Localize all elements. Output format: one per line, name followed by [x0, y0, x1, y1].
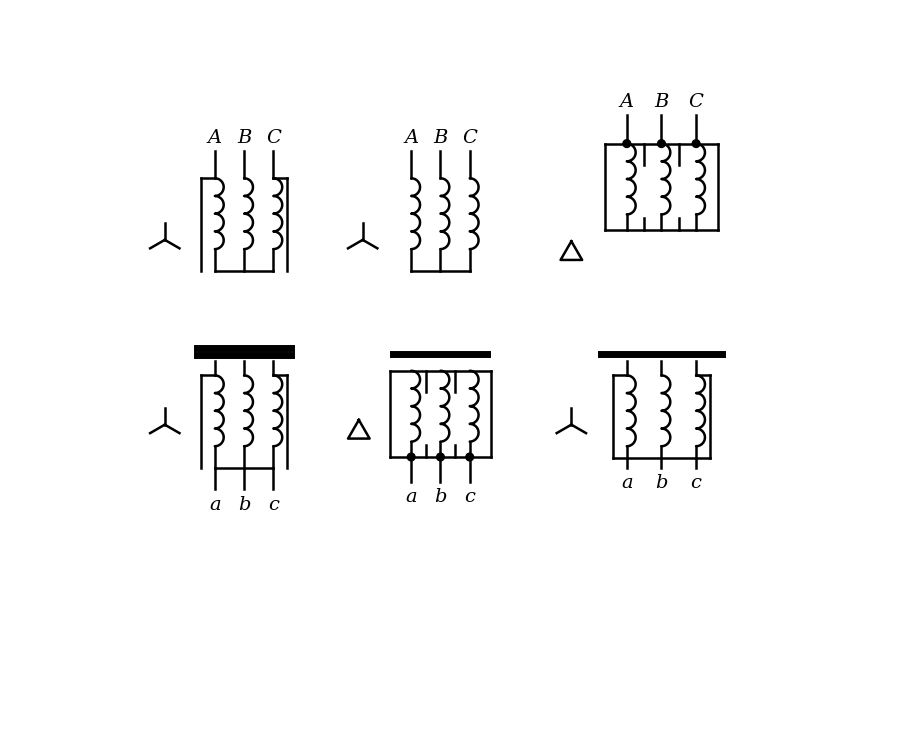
Text: b: b: [238, 495, 250, 513]
Circle shape: [436, 453, 445, 461]
Text: b: b: [655, 474, 668, 492]
Text: B: B: [237, 130, 251, 148]
Text: a: a: [209, 495, 220, 513]
Text: a: a: [405, 488, 417, 506]
Text: B: B: [654, 93, 669, 112]
Text: c: c: [464, 488, 475, 506]
Circle shape: [408, 453, 415, 461]
Text: a: a: [621, 474, 633, 492]
Text: b: b: [434, 488, 446, 506]
Text: c: c: [690, 474, 701, 492]
Text: A: A: [620, 93, 634, 112]
Circle shape: [692, 139, 700, 148]
Text: B: B: [433, 130, 447, 148]
Circle shape: [658, 139, 665, 148]
Circle shape: [466, 453, 473, 461]
Text: A: A: [208, 130, 222, 148]
Text: C: C: [463, 130, 477, 148]
Text: C: C: [266, 130, 281, 148]
Text: C: C: [688, 93, 704, 112]
Text: c: c: [268, 495, 279, 513]
Circle shape: [623, 139, 631, 148]
Text: A: A: [404, 130, 419, 148]
